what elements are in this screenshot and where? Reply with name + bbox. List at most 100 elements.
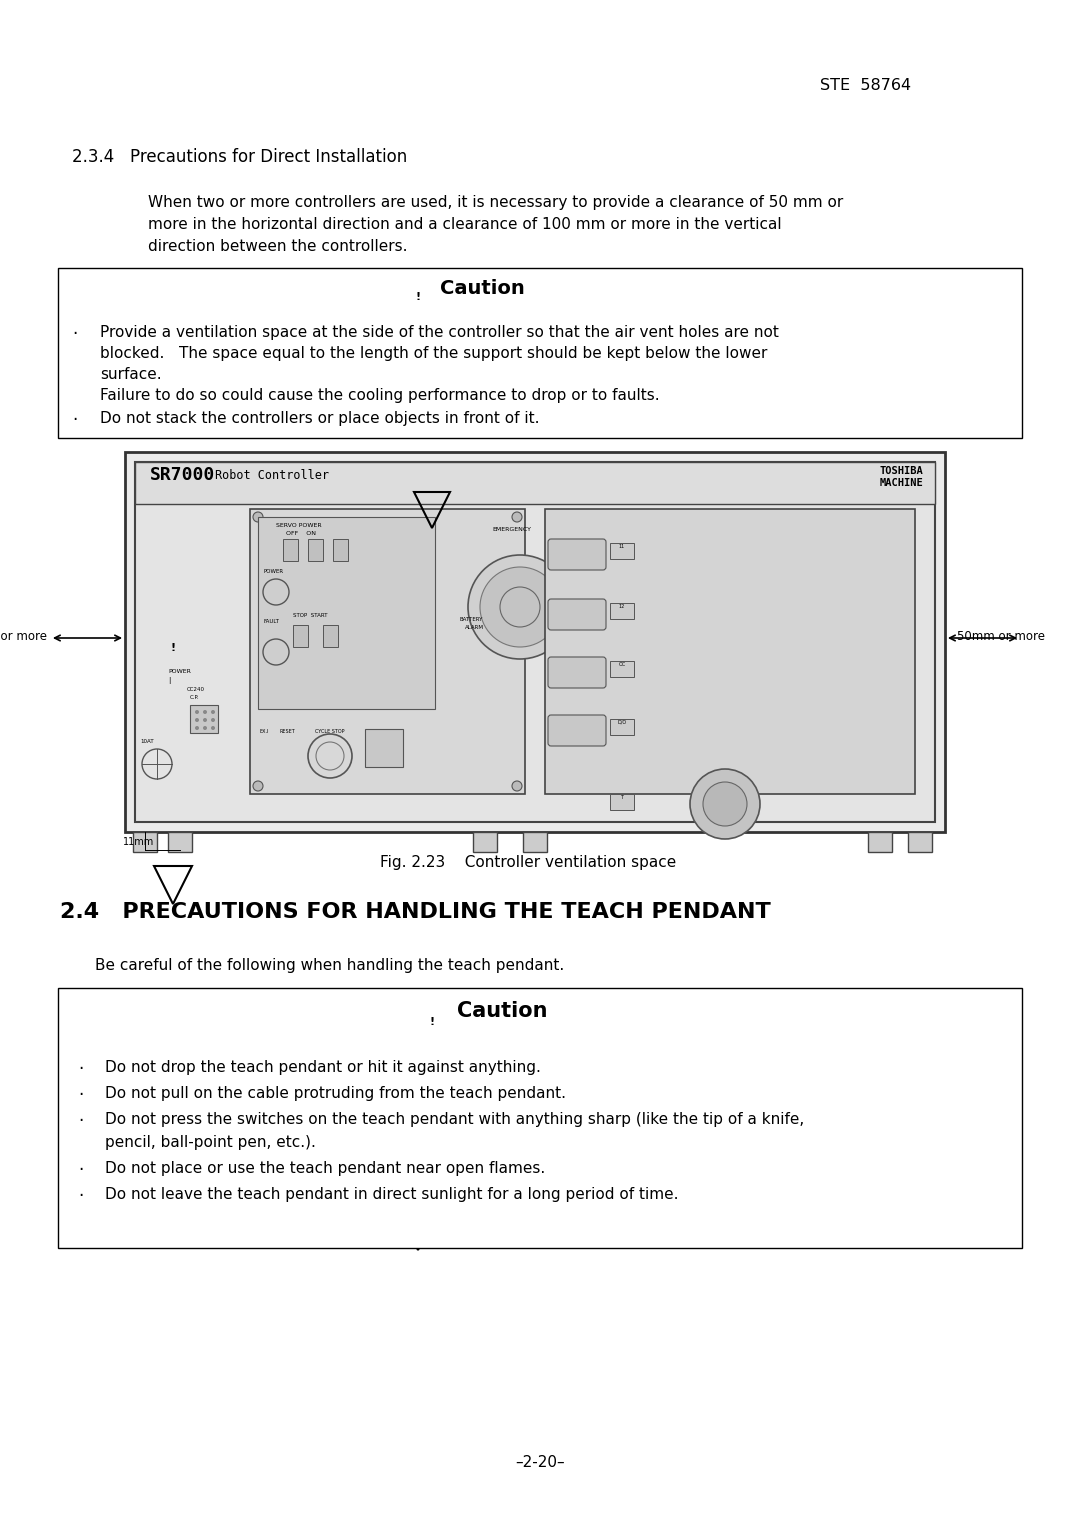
Circle shape xyxy=(703,782,747,827)
Text: RESET: RESET xyxy=(280,729,296,733)
Bar xyxy=(908,833,932,853)
Bar xyxy=(133,833,157,853)
Text: more in the horizontal direction and a clearance of 100 mm or more in the vertic: more in the horizontal direction and a c… xyxy=(148,217,782,232)
Text: blocked.   The space equal to the length of the support should be kept below the: blocked. The space equal to the length o… xyxy=(100,345,768,361)
Text: direction between the controllers.: direction between the controllers. xyxy=(148,238,407,254)
Bar xyxy=(323,625,338,646)
Bar xyxy=(308,539,323,561)
Text: FAULT: FAULT xyxy=(264,619,279,623)
Text: |: | xyxy=(168,677,171,685)
Circle shape xyxy=(203,711,207,714)
Bar xyxy=(610,795,634,810)
Text: POWER: POWER xyxy=(264,568,283,575)
Text: OC: OC xyxy=(619,662,625,668)
Bar xyxy=(249,509,525,795)
Text: TOSHIBA
MACHINE: TOSHIBA MACHINE xyxy=(879,466,923,489)
Text: ·: · xyxy=(78,1086,83,1105)
Text: !: ! xyxy=(416,292,420,301)
Text: 2.3.4   Precautions for Direct Installation: 2.3.4 Precautions for Direct Installatio… xyxy=(72,148,407,167)
Text: Do not press the switches on the teach pendant with anything sharp (like the tip: Do not press the switches on the teach p… xyxy=(105,1112,805,1128)
Text: ALARM: ALARM xyxy=(465,625,484,630)
Bar xyxy=(190,704,218,733)
Circle shape xyxy=(512,781,522,792)
Text: Caution: Caution xyxy=(457,1001,548,1021)
Bar xyxy=(168,833,192,853)
Text: ·: · xyxy=(72,411,78,429)
Text: Fig. 2.23    Controller ventilation space: Fig. 2.23 Controller ventilation space xyxy=(380,856,676,869)
Text: BATTERY: BATTERY xyxy=(460,617,484,622)
Circle shape xyxy=(203,718,207,723)
Bar xyxy=(135,461,935,504)
Circle shape xyxy=(211,711,215,714)
Text: 10AT: 10AT xyxy=(140,740,153,744)
Text: –2-20–: –2-20– xyxy=(515,1455,565,1470)
Text: !: ! xyxy=(171,643,176,652)
Bar xyxy=(610,720,634,735)
Text: Do not place or use the teach pendant near open flames.: Do not place or use the teach pendant ne… xyxy=(105,1161,545,1177)
Text: ·: · xyxy=(78,1187,83,1206)
Text: ·: · xyxy=(78,1161,83,1180)
Text: STE  58764: STE 58764 xyxy=(820,78,912,93)
Circle shape xyxy=(253,512,264,523)
Text: 50mm or more: 50mm or more xyxy=(0,630,48,643)
Text: C.P.: C.P. xyxy=(190,695,200,700)
Bar xyxy=(333,539,348,561)
Circle shape xyxy=(211,726,215,730)
Text: Do not leave the teach pendant in direct sunlight for a long period of time.: Do not leave the teach pendant in direct… xyxy=(105,1187,678,1203)
Text: POWER: POWER xyxy=(168,669,191,674)
Bar xyxy=(610,604,634,619)
Text: 2.4   PRECAUTIONS FOR HANDLING THE TEACH PENDANT: 2.4 PRECAUTIONS FOR HANDLING THE TEACH P… xyxy=(60,902,771,921)
Text: Provide a ventilation space at the side of the controller so that the air vent h: Provide a ventilation space at the side … xyxy=(100,325,779,341)
Bar xyxy=(473,833,497,853)
Circle shape xyxy=(195,711,199,714)
Text: When two or more controllers are used, it is necessary to provide a clearance of: When two or more controllers are used, i… xyxy=(148,196,843,209)
Bar xyxy=(610,662,634,677)
Bar xyxy=(365,729,403,767)
FancyBboxPatch shape xyxy=(548,715,606,746)
Circle shape xyxy=(195,726,199,730)
Text: Do not drop the teach pendant or hit it against anything.: Do not drop the teach pendant or hit it … xyxy=(105,1060,541,1076)
Circle shape xyxy=(512,512,522,523)
Text: D/O: D/O xyxy=(618,720,626,724)
Bar xyxy=(258,516,435,709)
Text: 11mm: 11mm xyxy=(123,837,154,847)
Text: Caution: Caution xyxy=(440,280,525,298)
Text: ·: · xyxy=(78,1060,83,1077)
Bar xyxy=(125,452,945,833)
Bar xyxy=(610,542,634,559)
Text: 12: 12 xyxy=(619,604,625,610)
Text: surface.: surface. xyxy=(100,367,162,382)
Text: SERVO POWER: SERVO POWER xyxy=(276,523,322,529)
Text: EX.I: EX.I xyxy=(260,729,270,733)
Circle shape xyxy=(203,726,207,730)
Text: ·: · xyxy=(78,1112,83,1131)
Text: EMERGENCY: EMERGENCY xyxy=(492,527,531,532)
Bar xyxy=(293,625,308,646)
Text: SR7000: SR7000 xyxy=(150,466,215,484)
Circle shape xyxy=(211,718,215,723)
Text: ·: · xyxy=(72,325,78,342)
Bar xyxy=(523,833,546,853)
Text: OFF    ON: OFF ON xyxy=(286,532,316,536)
Text: Failure to do so could cause the cooling performance to drop or to faults.: Failure to do so could cause the cooling… xyxy=(100,388,660,403)
Text: T: T xyxy=(621,795,623,801)
Text: pencil, ball-point pen, etc.).: pencil, ball-point pen, etc.). xyxy=(105,1135,315,1151)
Text: STOP  START: STOP START xyxy=(293,613,327,617)
Text: Be careful of the following when handling the teach pendant.: Be careful of the following when handlin… xyxy=(95,958,564,973)
Circle shape xyxy=(690,769,760,839)
Text: CYCLE STOP: CYCLE STOP xyxy=(315,729,345,733)
Text: CC240: CC240 xyxy=(187,688,205,692)
Bar xyxy=(58,989,1022,1248)
Circle shape xyxy=(195,718,199,723)
Text: !: ! xyxy=(430,1018,434,1027)
Bar xyxy=(58,267,1022,439)
Bar xyxy=(283,539,298,561)
FancyBboxPatch shape xyxy=(548,539,606,570)
FancyBboxPatch shape xyxy=(548,599,606,630)
Bar xyxy=(545,509,915,795)
Text: Do not pull on the cable protruding from the teach pendant.: Do not pull on the cable protruding from… xyxy=(105,1086,566,1102)
Circle shape xyxy=(480,567,561,646)
Text: Robot Controller: Robot Controller xyxy=(215,469,329,481)
Text: 50mm or more: 50mm or more xyxy=(957,630,1045,643)
Text: Do not stack the controllers or place objects in front of it.: Do not stack the controllers or place ob… xyxy=(100,411,540,426)
